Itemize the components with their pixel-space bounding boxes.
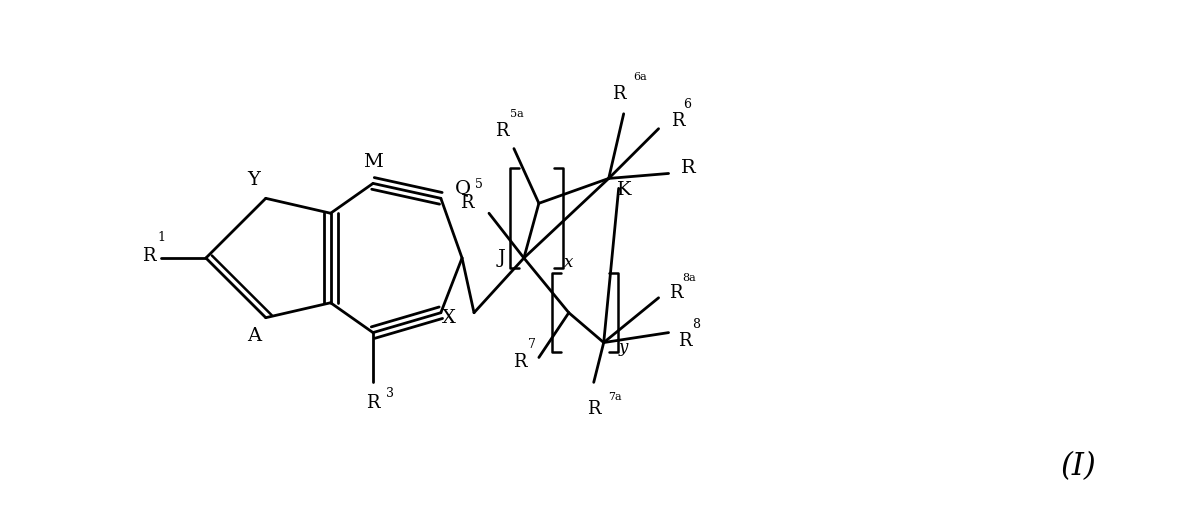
Text: Q: Q [455,179,471,197]
Text: X: X [442,309,456,327]
Text: 5: 5 [475,178,483,191]
Text: x: x [564,254,574,271]
Text: R: R [611,85,626,103]
Text: R: R [366,394,379,412]
Text: R: R [679,332,691,350]
Text: R: R [670,112,684,130]
Text: y: y [618,339,628,356]
Text: 8: 8 [693,318,701,330]
Text: K: K [617,181,631,199]
Text: 6a: 6a [634,72,648,82]
Text: 3: 3 [386,387,393,400]
Text: J: J [498,249,505,267]
Text: 7: 7 [528,338,536,351]
Text: 5a: 5a [510,109,524,119]
Text: 1: 1 [157,231,165,244]
Text: R: R [669,284,682,302]
Text: A: A [246,326,260,344]
Text: R: R [143,247,155,265]
Text: (I): (I) [1061,451,1097,482]
Text: R: R [514,353,527,371]
Text: R: R [496,122,509,140]
Text: R: R [681,160,695,178]
Text: R: R [461,194,474,212]
Text: Y: Y [247,171,260,190]
Text: M: M [363,152,383,170]
Text: 7a: 7a [608,392,621,402]
Text: 6: 6 [683,98,691,111]
Text: R: R [587,400,601,418]
Text: 8a: 8a [682,273,696,283]
